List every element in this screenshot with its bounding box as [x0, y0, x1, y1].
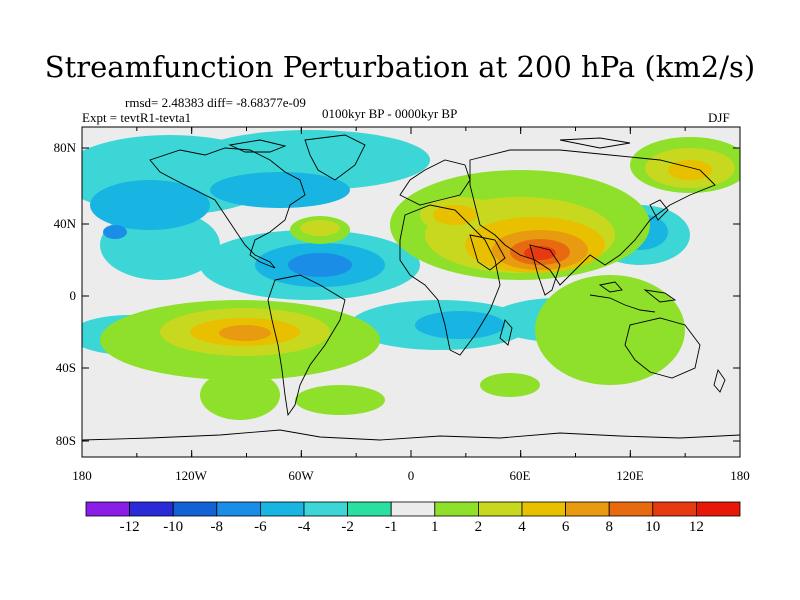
season-label: DJF [708, 110, 730, 125]
colorbar-label: 12 [688, 519, 704, 535]
field-lobe [210, 172, 350, 208]
lon-label-120e: 120E [616, 468, 644, 483]
field-lobe [219, 325, 271, 341]
colorbar-label: 2 [474, 519, 483, 535]
antarctica-coast [82, 429, 740, 441]
colorbar-swatch [434, 501, 479, 517]
colorbar-swatch [521, 501, 566, 517]
contour-field [82, 130, 740, 420]
colorbar-swatch [216, 501, 261, 517]
south-america-coast [267, 274, 346, 417]
page-title: Streamfunction Perturbation at 200 hPa (… [44, 50, 756, 84]
colorbar-swatch [608, 501, 654, 517]
colorbar-swatch [129, 501, 174, 517]
colorbar-label: 6 [561, 519, 570, 535]
japan-coast [649, 199, 669, 221]
lon-label-180w: 180 [72, 468, 92, 483]
india-coast [529, 244, 561, 296]
period-label: 0100kyr BP - 0000kyr BP [322, 106, 458, 121]
colorbar-label: 10 [645, 519, 661, 535]
colorbar-label: 8 [605, 519, 613, 535]
lat-label-40s: 40S [55, 360, 76, 375]
indonesia-coast [643, 289, 677, 303]
colorbar-swatch [390, 501, 436, 517]
stats-label: rmsd= 2.48383 diff= -8.68377e-09 [125, 95, 306, 110]
colorbar-swatch [303, 501, 348, 517]
colorbar-label: -2 [341, 519, 354, 535]
axis-ticks [81, 127, 741, 457]
lat-label-40n: 40N [53, 216, 76, 231]
colorbar-label: 4 [518, 519, 526, 535]
colorbar-label: 1 [431, 519, 439, 535]
colorbar-label: -1 [384, 519, 398, 535]
field-lobe [300, 220, 340, 236]
indonesia-coast [589, 294, 656, 313]
asia-coast [469, 149, 716, 286]
coastlines [82, 134, 740, 441]
colorbar-swatch [652, 501, 697, 517]
colorbar-swatch [85, 501, 130, 517]
madagascar-coast [499, 319, 513, 346]
field-lobe [295, 385, 385, 415]
colorbar-swatch [347, 501, 392, 517]
lon-label-60e: 60E [509, 468, 531, 483]
colorbar-swatch [696, 501, 741, 517]
field-lobe [103, 225, 127, 239]
arabia-coast [469, 234, 506, 271]
colorbar-swatch [172, 501, 218, 517]
lat-label-80n: 80N [53, 140, 76, 155]
lon-label-0: 0 [407, 468, 415, 483]
colorbar-swatch [477, 501, 523, 517]
greenland-coast [304, 134, 366, 181]
colorbar-label: -6 [254, 519, 267, 535]
field-lobe [200, 370, 280, 420]
lon-label-180e: 180 [730, 468, 750, 483]
arctic-islands-coast [559, 137, 631, 149]
indonesia-coast [598, 281, 623, 293]
africa-coast [399, 204, 501, 356]
lon-label-60w: 60W [288, 468, 314, 483]
lon-label-120w: 120W [175, 468, 207, 483]
colorbar-label: -12 [119, 519, 140, 535]
field-lobe [480, 373, 540, 397]
field-lobe [288, 253, 352, 277]
europe-coast [399, 159, 471, 206]
colorbar-swatch [259, 501, 305, 517]
field-lobe [415, 311, 505, 339]
lat-label-0: 0 [69, 288, 77, 303]
colorbar-label: -4 [297, 519, 311, 535]
australia-coast [624, 317, 701, 379]
experiment-label: Expt = tevtR1-tevta1 [82, 110, 192, 125]
colorbar-label: -8 [210, 519, 224, 535]
field-lobe [90, 180, 210, 230]
colorbar-label: -10 [163, 519, 184, 535]
field-lobe [668, 160, 712, 180]
field-lobe [433, 205, 477, 225]
colorbar-swatch [565, 501, 610, 517]
field-lobe [535, 275, 685, 385]
arctic-islands-coast [228, 139, 287, 153]
lat-label-80s: 80S [55, 433, 76, 448]
new-zealand-coast [713, 368, 726, 393]
colorbar [85, 501, 741, 517]
